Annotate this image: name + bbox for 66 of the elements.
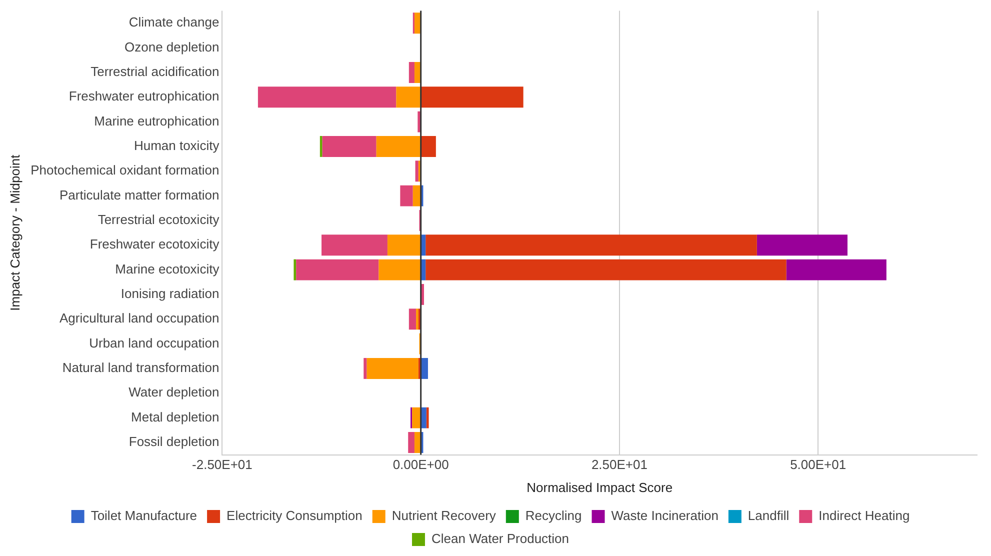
bar [426, 259, 786, 280]
bar [364, 358, 367, 379]
bar [421, 358, 428, 379]
bar [387, 234, 420, 256]
bar [414, 12, 420, 34]
x-tick-label: 5.00E+01 [790, 457, 846, 472]
bar [376, 136, 420, 157]
x-axis-title: Normalised Impact Score [526, 480, 673, 495]
bar [396, 86, 420, 108]
x-tick-label: -2.50E+01 [192, 457, 252, 472]
bar [756, 234, 848, 256]
y-tick-label: Particulate matter formation [60, 187, 220, 202]
bar [421, 284, 424, 305]
y-tick-label: Marine eutrophication [94, 113, 220, 128]
legend-label: Clean Water Production [431, 531, 570, 546]
y-tick-label: Freshwater eutrophication [68, 88, 220, 104]
bar [320, 136, 322, 157]
legend-label: Landfill [748, 508, 790, 524]
bar [426, 234, 757, 256]
bar [408, 432, 414, 453]
legend-label: Recycling [525, 508, 582, 524]
bar [426, 407, 429, 428]
y-tick-label: Fossil depletion [128, 434, 220, 450]
bar [408, 308, 416, 330]
y-tick-label: Terrestrial acidification [90, 64, 220, 80]
y-tick-label: Metal depletion [131, 409, 220, 424]
bar [294, 259, 296, 280]
bar [415, 160, 418, 182]
bar [322, 136, 376, 157]
legend-label: Waste Incineration [611, 508, 718, 524]
y-tick-label: Natural land transformation [62, 360, 220, 376]
x-tick-label: 0.00E+00 [392, 457, 449, 472]
bar [412, 407, 420, 428]
y-tick-label: Urban land occupation [89, 335, 220, 350]
y-tick-label: Marine ecotoxicity [115, 261, 220, 276]
y-tick-label: Water depletion [128, 384, 220, 400]
bar [421, 234, 426, 256]
y-tick-label: Ionising radiation [120, 286, 220, 302]
bar [378, 259, 420, 280]
bar [421, 259, 426, 280]
bar [366, 358, 418, 379]
legend-label: Nutrient Recovery [392, 508, 496, 524]
y-tick-label: Human toxicity [134, 138, 220, 154]
legend-label: Electricity Consumption [226, 508, 362, 524]
y-tick-label: Photochemical oxidant formation [30, 162, 220, 178]
x-tick-label: 2.50E+01 [591, 457, 648, 472]
bar [421, 86, 524, 108]
bar [400, 185, 413, 206]
bar [421, 136, 436, 157]
bar [408, 62, 414, 83]
bar [786, 259, 886, 280]
bar [322, 234, 388, 256]
bar [414, 432, 420, 453]
bar [421, 407, 426, 428]
legend-label: Indirect Heating [818, 508, 910, 524]
y-tick-label: Agricultural land occupation [59, 310, 220, 326]
bar [258, 86, 396, 108]
y-tick-label: Climate change [128, 14, 220, 30]
bar [414, 62, 420, 83]
y-tick-label: Ozone depletion [124, 39, 220, 54]
bar [412, 185, 420, 206]
y-tick-label: Freshwater ecotoxicity [90, 236, 220, 252]
bar [296, 259, 379, 280]
y-axis-title: Impact Category - Midpoint [7, 154, 22, 311]
legend-label: Toilet Manufacture [90, 508, 198, 524]
y-tick-label: Terrestrial ecotoxicity [98, 212, 220, 228]
